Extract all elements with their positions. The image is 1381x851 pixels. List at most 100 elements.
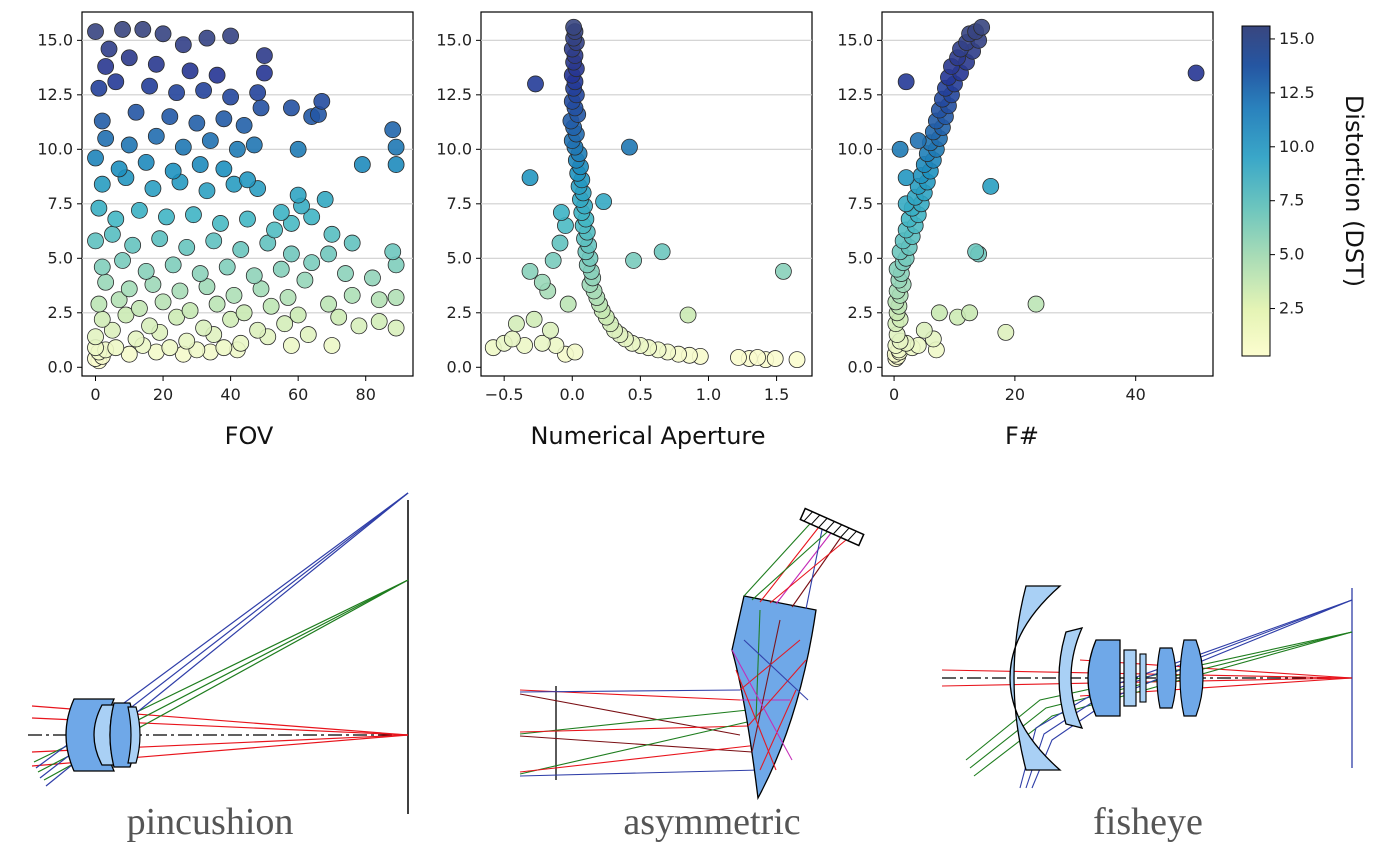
scatter-numerical-aperture: 0.0 2.5 5.0 7.5 10.0 12.5 15.0 −0.5 0.0 0.5 1.0 1.… bbox=[436, 11, 813, 450]
colorbar-tick-label: 5.0 bbox=[1279, 245, 1304, 264]
y-tick-label: 0.0 bbox=[48, 357, 73, 376]
data-point bbox=[93, 112, 111, 130]
data-point bbox=[276, 315, 294, 333]
data-point bbox=[93, 175, 111, 193]
x-tick-label: 1.0 bbox=[696, 385, 721, 404]
data-point bbox=[320, 245, 337, 263]
data-point bbox=[171, 282, 189, 300]
y-tick-label: 2.5 bbox=[447, 303, 472, 322]
data-point bbox=[730, 349, 747, 366]
data-point bbox=[215, 110, 233, 128]
data-point bbox=[218, 258, 236, 276]
lens-diagram-pincushion: pincushion bbox=[28, 492, 409, 843]
data-point bbox=[131, 300, 148, 317]
data-point bbox=[195, 82, 212, 99]
data-point bbox=[87, 232, 104, 250]
data-point bbox=[566, 343, 584, 361]
colorbar-label: Distortion (DST) bbox=[1340, 95, 1368, 287]
data-point bbox=[90, 295, 108, 313]
y-tick-label: 10.0 bbox=[436, 139, 472, 158]
x-tick-label: 0 bbox=[889, 385, 899, 404]
data-point bbox=[127, 103, 145, 121]
data-point bbox=[144, 180, 162, 197]
x-axis-label: F# bbox=[1005, 422, 1039, 450]
data-point bbox=[766, 350, 784, 367]
data-point bbox=[198, 29, 216, 47]
data-point bbox=[272, 204, 290, 221]
lens-element bbox=[1179, 639, 1204, 717]
x-tick-label: 80 bbox=[356, 385, 376, 404]
data-point bbox=[110, 291, 128, 309]
data-point bbox=[891, 140, 909, 158]
data-point bbox=[161, 339, 179, 357]
data-point bbox=[87, 149, 104, 167]
lens-element bbox=[1156, 647, 1177, 709]
data-point bbox=[141, 317, 158, 335]
data-point bbox=[255, 64, 273, 82]
lens-element bbox=[1087, 639, 1121, 717]
data-point bbox=[87, 328, 104, 346]
y-gridlines bbox=[481, 39, 812, 314]
data-point bbox=[1187, 64, 1205, 82]
scatter-fnumber: 0.0 2.5 5.0 7.5 10.0 12.5 15.0 0 20 40 F# bbox=[837, 11, 1214, 450]
data-point bbox=[521, 262, 539, 280]
data-point bbox=[303, 254, 321, 272]
data-point bbox=[653, 243, 671, 261]
data-point bbox=[110, 160, 128, 178]
y-tick-label: 10.0 bbox=[37, 139, 73, 158]
data-point bbox=[364, 269, 381, 287]
data-point bbox=[120, 345, 138, 363]
data-point bbox=[525, 310, 543, 328]
data-point bbox=[909, 132, 927, 149]
x-ticks: −0.5 0.0 0.5 1.0 1.5 bbox=[485, 376, 789, 404]
y-tick-label: 7.5 bbox=[48, 194, 73, 213]
data-point bbox=[559, 295, 577, 313]
data-point bbox=[289, 306, 307, 324]
data-point bbox=[915, 321, 933, 339]
data-point bbox=[508, 315, 525, 333]
y-tick-label: 10.0 bbox=[837, 139, 873, 158]
data-point bbox=[225, 286, 243, 304]
data-point bbox=[370, 313, 388, 330]
data-point bbox=[503, 330, 521, 348]
data-point bbox=[961, 304, 978, 322]
caption-asymmetric: asymmetric bbox=[623, 801, 800, 843]
y-tick-label: 5.0 bbox=[48, 248, 73, 267]
y-tick-label: 5.0 bbox=[447, 248, 472, 267]
data-point bbox=[131, 201, 148, 219]
y-tick-label: 12.5 bbox=[37, 85, 73, 104]
data-point bbox=[127, 330, 145, 348]
data-point bbox=[232, 241, 250, 258]
data-point bbox=[178, 332, 196, 350]
data-point bbox=[97, 273, 115, 291]
data-point bbox=[93, 258, 111, 276]
data-point bbox=[551, 234, 569, 252]
data-point bbox=[897, 169, 915, 187]
data-point bbox=[303, 208, 321, 226]
data-point bbox=[1027, 295, 1045, 313]
x-tick-label: 1.5 bbox=[764, 385, 789, 404]
colorbar-tick-label: 7.5 bbox=[1279, 191, 1304, 210]
data-point bbox=[222, 88, 240, 106]
x-axis-label: FOV bbox=[225, 422, 274, 450]
data-point bbox=[679, 306, 697, 324]
data-point bbox=[249, 321, 267, 339]
data-point bbox=[107, 339, 125, 357]
data-point bbox=[168, 84, 185, 102]
lens-element bbox=[1123, 649, 1137, 707]
data-point bbox=[124, 236, 142, 254]
data-point bbox=[120, 49, 138, 67]
data-point bbox=[134, 21, 152, 38]
data-point bbox=[114, 252, 131, 269]
data-point bbox=[387, 138, 405, 156]
data-point bbox=[296, 271, 314, 289]
y-tick-label: 0.0 bbox=[447, 357, 472, 376]
data-point bbox=[205, 232, 223, 250]
colorbar-tick-label: 12.5 bbox=[1279, 83, 1315, 102]
data-point bbox=[544, 252, 562, 269]
colorbar-ticks: 2.5 5.0 7.5 10.0 12.5 15.0 bbox=[1270, 29, 1315, 318]
data-point bbox=[147, 127, 165, 145]
x-tick-label: 0 bbox=[90, 385, 100, 404]
data-point bbox=[973, 18, 991, 36]
y-ticks: 0.0 2.5 5.0 7.5 10.0 12.5 15.0 bbox=[37, 30, 82, 376]
